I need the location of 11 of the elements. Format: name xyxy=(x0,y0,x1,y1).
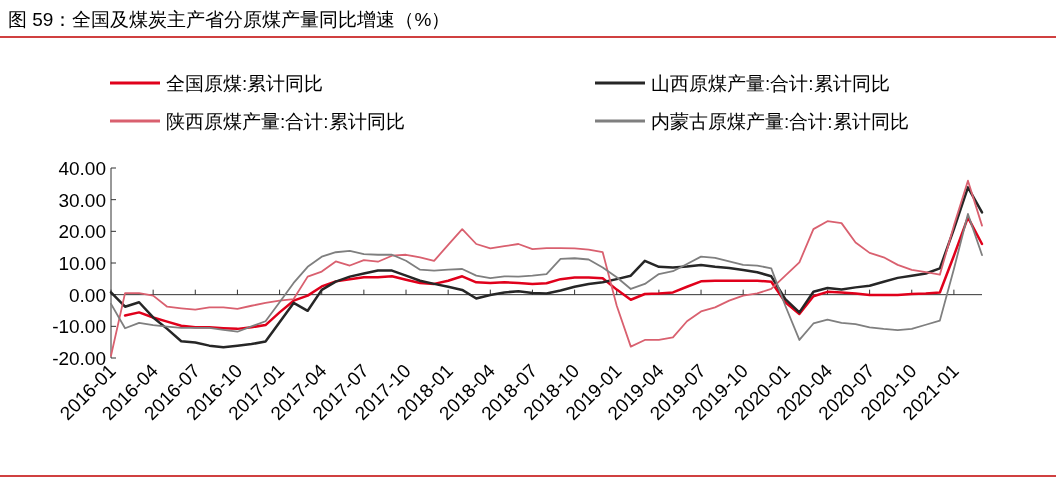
y-tick-label: -10.00 xyxy=(52,316,106,338)
y-tick-label: 10.00 xyxy=(58,253,106,274)
legend-label: 内蒙古原煤产量:合计:累计同比 xyxy=(651,111,909,132)
legend-label: 全国原煤:累计同比 xyxy=(166,73,324,94)
y-tick-label: 40.00 xyxy=(58,158,106,179)
y-tick-label: 20.00 xyxy=(58,221,106,243)
legend-label: 山西原煤产量:合计:累计同比 xyxy=(651,73,890,94)
legend-label: 陕西原煤产量:合计:累计同比 xyxy=(166,111,405,132)
chart-title: 图 59：全国及煤炭主产省分原煤产量同比增速（%） xyxy=(8,9,451,30)
y-tick-label: 30.00 xyxy=(58,189,106,211)
y-tick-label: 0.00 xyxy=(69,284,106,306)
